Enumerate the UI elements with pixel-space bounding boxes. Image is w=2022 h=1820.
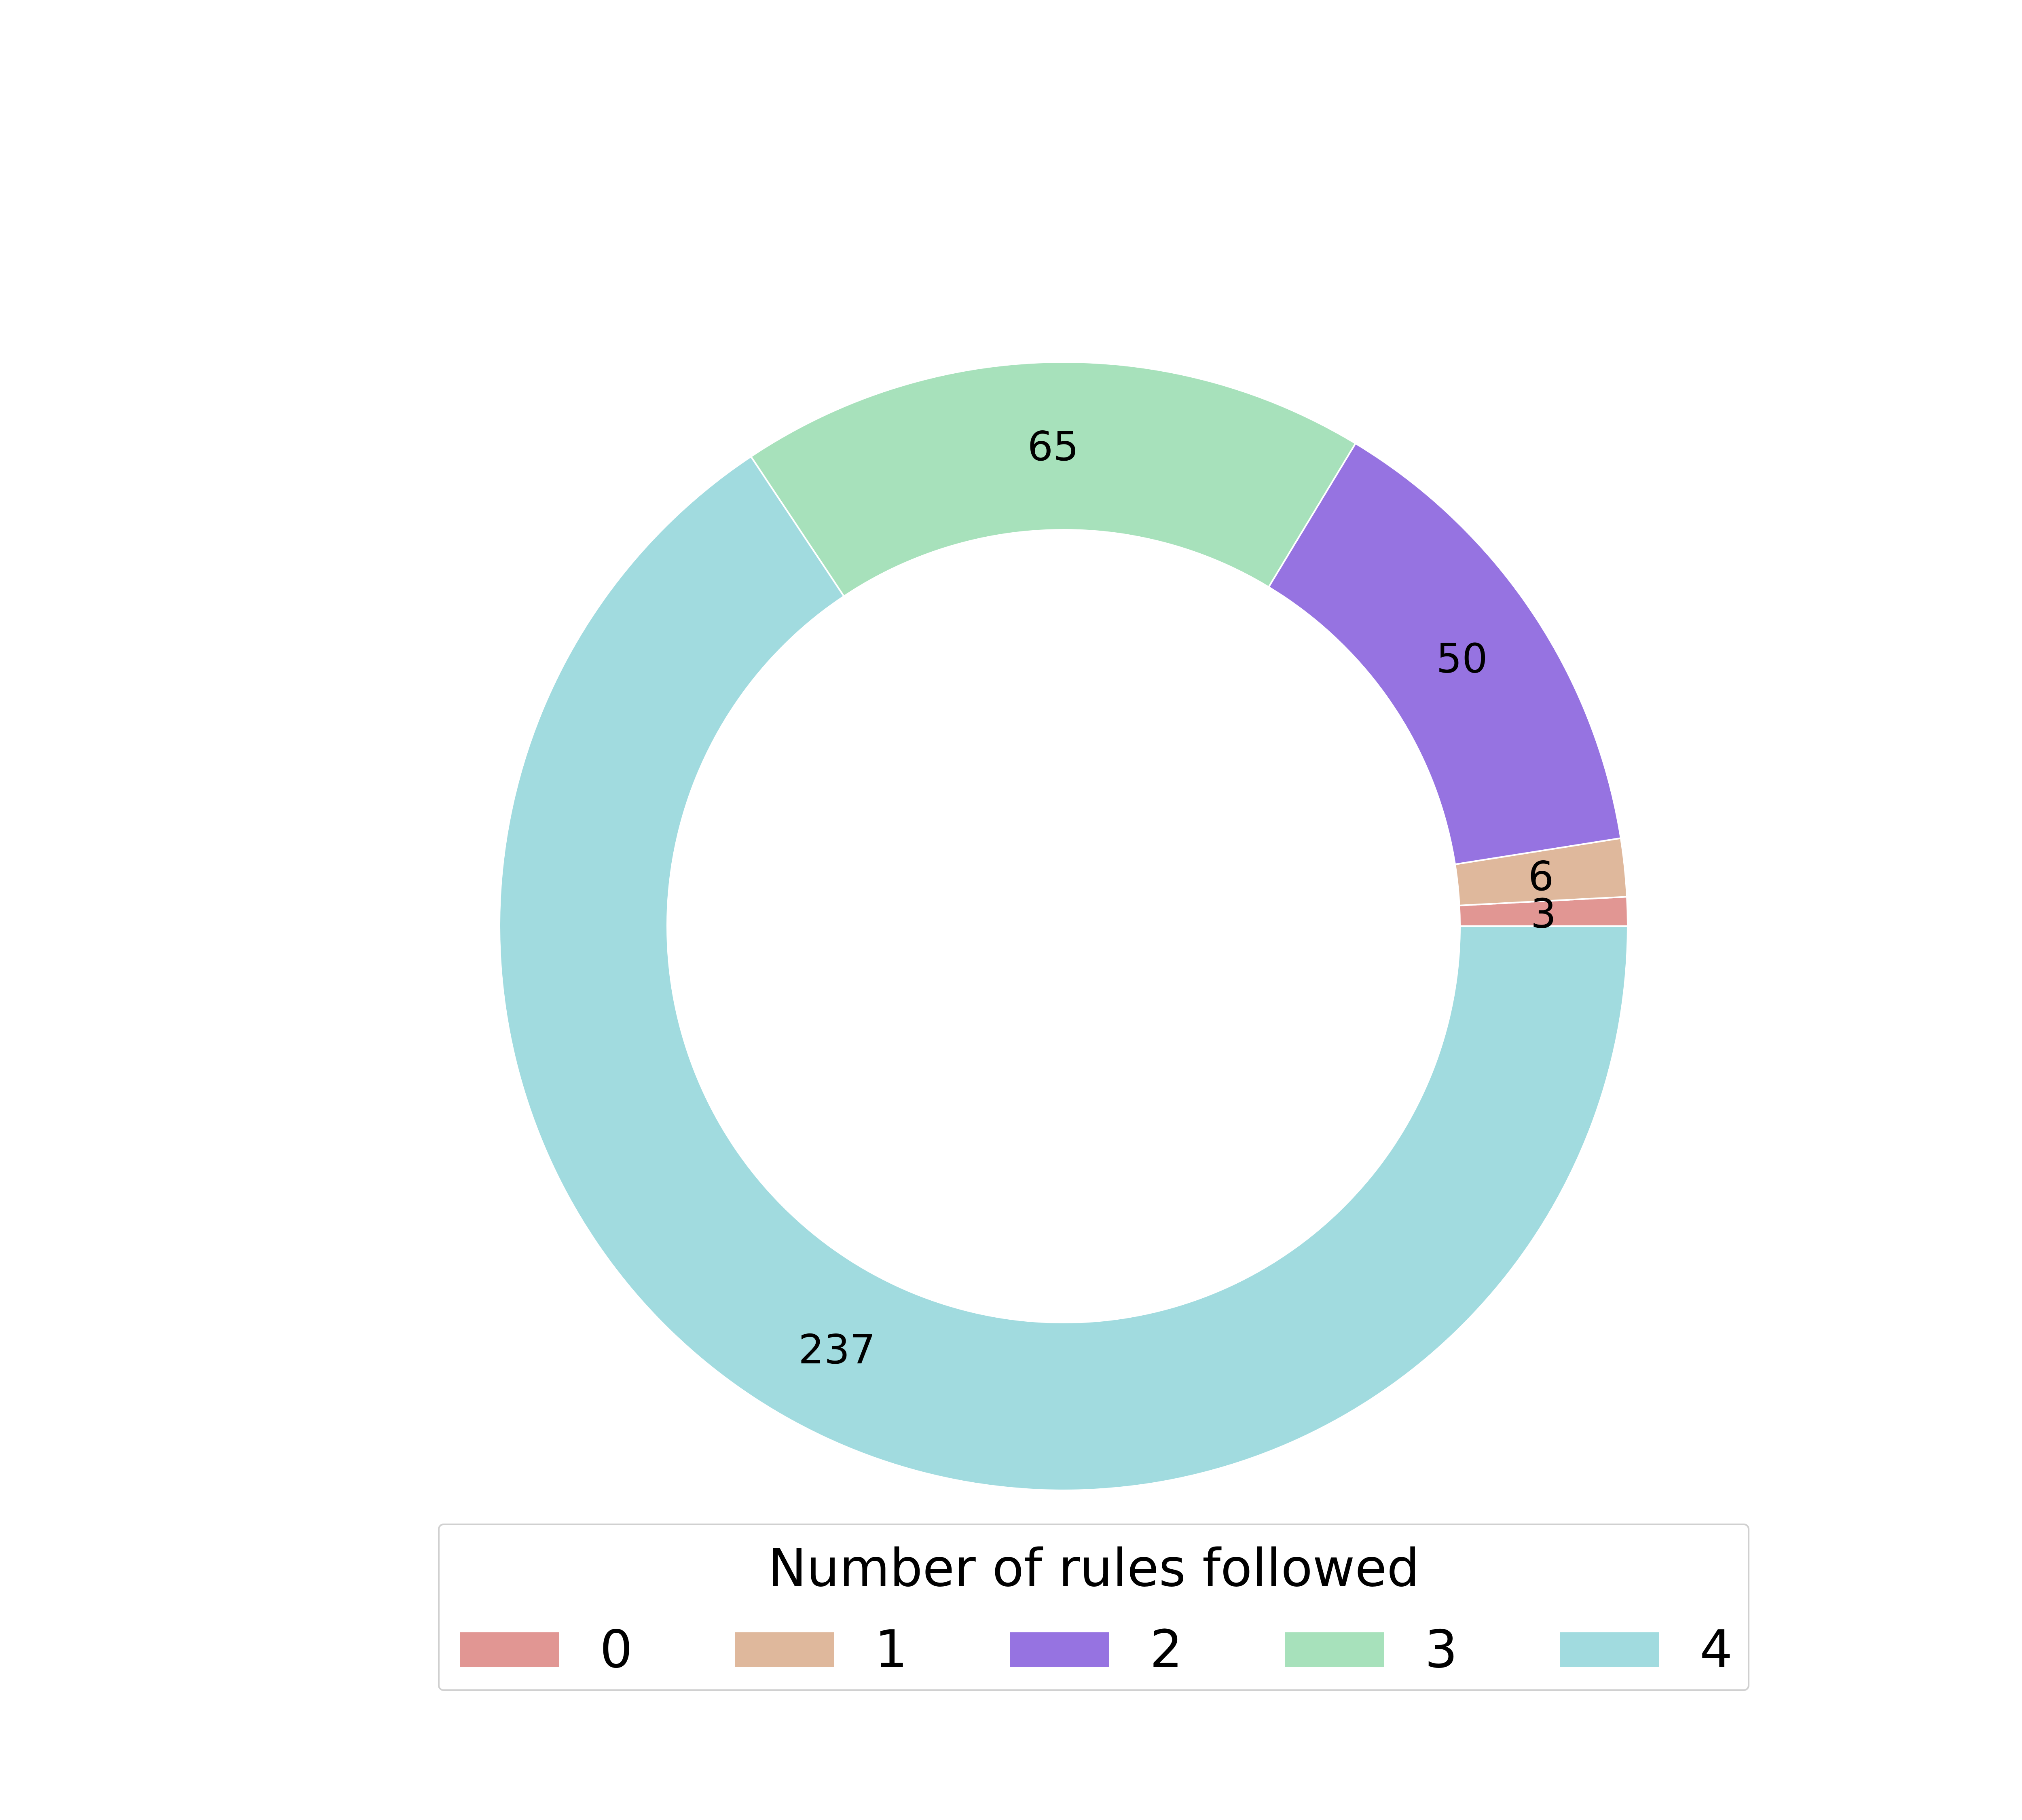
slice-label-2: 50	[1436, 635, 1488, 682]
slice-label-1: 6	[1528, 853, 1554, 900]
legend-swatch-2	[1010, 1632, 1109, 1667]
legend-label-2: 2	[1150, 1619, 1183, 1680]
slice-3	[750, 361, 1357, 598]
legend-item-0: 0	[460, 1621, 735, 1678]
legend-item-3: 3	[1285, 1621, 1560, 1678]
slice-label-0: 3	[1531, 890, 1557, 938]
donut-slices	[499, 361, 1629, 1491]
legend-items: 0 1 2 3 4	[460, 1621, 1835, 1678]
slice-label-3: 65	[1028, 423, 1079, 470]
legend-swatch-0	[460, 1632, 559, 1667]
legend-swatch-1	[735, 1632, 834, 1667]
slice-labels: 36 50 65 237	[798, 423, 1556, 1373]
legend-label-4: 4	[1700, 1619, 1733, 1680]
legend-label-1: 1	[875, 1619, 908, 1680]
legend-label-3: 3	[1425, 1619, 1458, 1680]
legend-item-2: 2	[1010, 1621, 1285, 1678]
legend-item-4: 4	[1560, 1621, 1835, 1678]
legend-item-1: 1	[735, 1621, 1010, 1678]
slice-4	[499, 455, 1629, 1491]
slice-2	[1267, 442, 1622, 866]
legend-swatch-3	[1285, 1632, 1384, 1667]
legend-title: Number of rules followed	[768, 1538, 1420, 1598]
legend-swatch-4	[1560, 1632, 1659, 1667]
chart-legend: Number of rules followed 0 1 2 3 4	[438, 1524, 1749, 1691]
slice-label-4: 237	[798, 1326, 876, 1373]
legend-label-0: 0	[600, 1619, 633, 1680]
